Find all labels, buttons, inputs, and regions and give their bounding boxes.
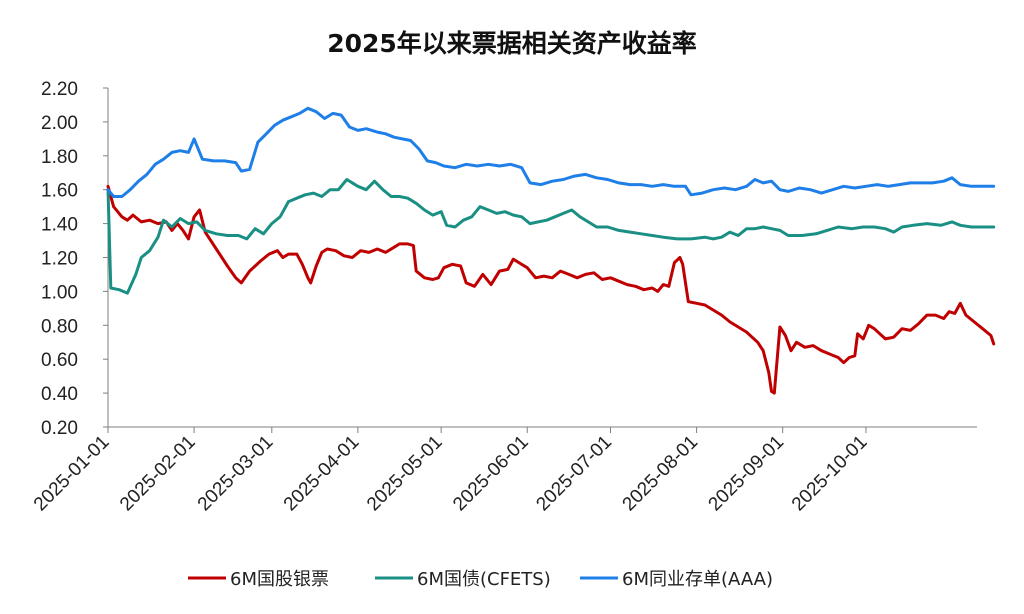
x-tick-label: 2025-10-01 — [788, 432, 872, 516]
legend-label-3: 6M同业存单(AAA) — [622, 569, 773, 590]
series-lines — [106, 106, 996, 395]
x-tick-label: 2025-03-01 — [194, 432, 278, 516]
x-tick-label: 2025-02-01 — [116, 432, 200, 516]
y-tick-label: 0.80 — [41, 316, 78, 337]
y-tick-label: 2.20 — [41, 79, 78, 100]
series-line-2 — [106, 178, 996, 295]
x-tick-label: 2025-08-01 — [619, 432, 703, 516]
legend-label-2: 6M国债(CFETS) — [417, 569, 551, 590]
x-tick-label: 2025-04-01 — [280, 432, 364, 516]
series-line-1 — [106, 184, 996, 395]
x-tick-label: 2025-09-01 — [705, 432, 789, 516]
legend-label-1: 6M国股银票 — [230, 569, 329, 590]
x-tick-label: 2025-01-01 — [30, 432, 114, 516]
x-tick-label: 2025-05-01 — [363, 432, 447, 516]
y-tick-label: 0.40 — [41, 384, 78, 405]
y-tick-label: 1.20 — [41, 249, 78, 270]
y-tick-label: 1.40 — [41, 215, 78, 236]
y-tick-label: 1.60 — [41, 181, 78, 202]
y-tick-label: 0.60 — [41, 350, 78, 371]
y-tick-label: 0.20 — [41, 418, 78, 439]
y-tick-label: 1.80 — [41, 147, 78, 168]
x-tick-label: 2025-07-01 — [532, 432, 616, 516]
x-tick-label: 2025-06-01 — [449, 432, 533, 516]
axes: 0.20 0.40 0.60 0.80 1.00 1.20 1.40 1.60 1.80 2.00… — [30, 79, 977, 515]
series-line-3 — [106, 106, 996, 198]
chart-title: 2025年以来票据相关资产收益率 — [327, 29, 697, 58]
y-tick-label: 2.00 — [41, 113, 78, 134]
y-tick-label: 1.00 — [41, 282, 78, 303]
legend: 6M国股银票 6M国债(CFETS) 6M同业存单(AAA) — [188, 569, 773, 590]
